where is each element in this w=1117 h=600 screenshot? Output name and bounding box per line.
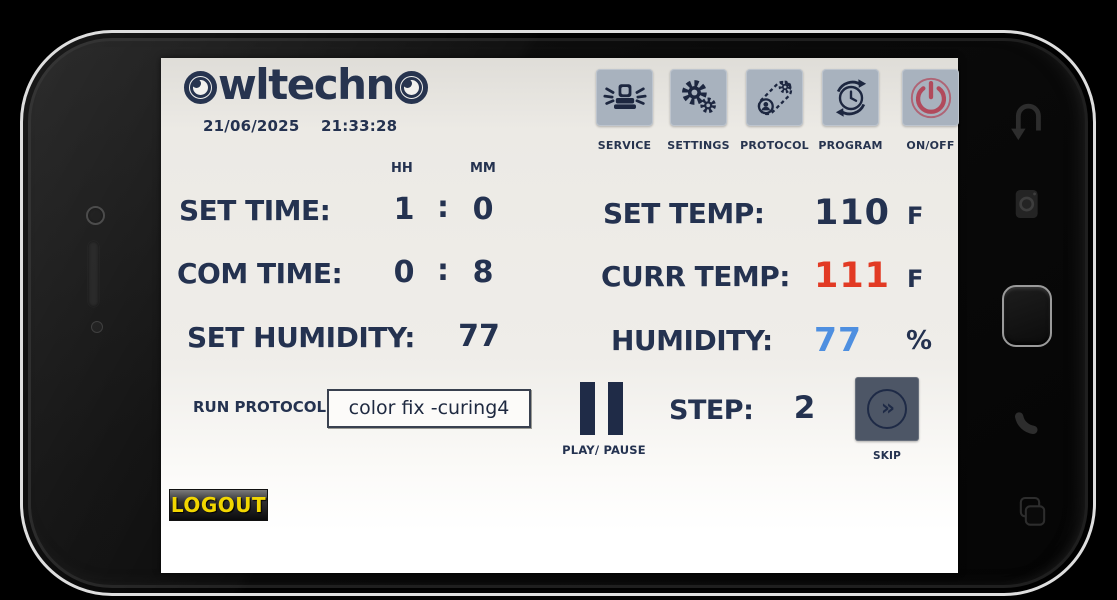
- onoff-button[interactable]: ON/OFF: [902, 69, 959, 152]
- mm-column-header: MM: [470, 161, 496, 176]
- owl-eye-icon: [394, 70, 428, 104]
- com-time-mm-value: 8: [472, 255, 494, 290]
- set-humidity-label: SET HUMIDITY:: [187, 321, 415, 354]
- front-camera: [86, 206, 105, 225]
- set-time-separator: :: [437, 190, 449, 225]
- program-clock-icon: [822, 69, 879, 126]
- service-label: SERVICE: [597, 139, 652, 152]
- program-button[interactable]: PROGRAM: [818, 69, 882, 152]
- time-text: 21:33:28: [321, 117, 398, 135]
- phone-frame: wltechn 21/06/2025 21:33:28: [20, 30, 1096, 596]
- skip-button[interactable]: »: [855, 377, 919, 441]
- curr-temp-label: CURR TEMP:: [601, 260, 790, 293]
- pause-bar-icon: [580, 382, 595, 435]
- set-time-hh-value[interactable]: 1: [393, 192, 415, 227]
- run-protocol-label: RUN PROTOCOL:: [193, 398, 333, 416]
- run-protocol-value: color fix -curing4: [348, 397, 510, 419]
- camera-icon: [1004, 183, 1052, 225]
- service-machine-icon: [596, 69, 653, 126]
- settings-button[interactable]: SETTINGS: [667, 69, 730, 152]
- gears-icon: [670, 69, 727, 126]
- skip-forward-icon: »: [867, 389, 907, 429]
- step-label: STEP:: [669, 395, 754, 426]
- step-value: 2: [793, 390, 816, 426]
- humidity-label: HUMIDITY:: [611, 324, 773, 357]
- set-humidity-value[interactable]: 77: [458, 319, 500, 354]
- humidity-value: 77: [814, 320, 862, 359]
- proximity-sensor: [91, 321, 103, 333]
- com-time-separator: :: [437, 253, 449, 288]
- brand-logo: wltechn: [183, 64, 429, 106]
- set-time-label: SET TIME:: [179, 194, 331, 227]
- recent-apps-icon: [1006, 493, 1054, 533]
- com-time-hh-value: 0: [393, 255, 415, 290]
- set-temp-unit: F: [907, 202, 924, 230]
- protocol-label: PROTOCOL: [740, 139, 809, 152]
- date-text: 21/06/2025: [203, 117, 300, 135]
- set-time-mm-value[interactable]: 0: [472, 192, 494, 227]
- play-pause-label: PLAY/ PAUSE: [562, 443, 646, 457]
- power-icon: [902, 69, 959, 126]
- earpiece-speaker: [88, 241, 99, 307]
- service-button[interactable]: SERVICE: [596, 69, 653, 152]
- play-pause-button[interactable]: [580, 382, 624, 435]
- run-protocol-field[interactable]: color fix -curing4: [327, 389, 531, 428]
- screen: wltechn 21/06/2025 21:33:28: [161, 58, 959, 573]
- protocol-button[interactable]: PROTOCOL: [740, 69, 809, 152]
- set-temp-value[interactable]: 110: [813, 193, 891, 233]
- logout-button[interactable]: LOGOUT: [169, 489, 268, 521]
- humidity-unit: %: [906, 326, 933, 356]
- skip-label: SKIP: [872, 450, 902, 462]
- com-time-label: COM TIME:: [177, 257, 343, 290]
- protocol-route-icon: [746, 69, 803, 126]
- curr-temp-unit: F: [907, 265, 924, 293]
- hh-column-header: HH: [391, 161, 413, 176]
- phone-icon: [1006, 399, 1054, 439]
- settings-label: SETTINGS: [667, 139, 730, 152]
- onoff-label: ON/OFF: [906, 139, 955, 152]
- owl-eye-icon: [184, 70, 217, 104]
- pause-bar-icon: [608, 382, 623, 435]
- back-icon: [1002, 95, 1050, 145]
- home-button: [1002, 285, 1052, 347]
- brand-logo-text: wltechn: [218, 60, 395, 109]
- program-label: PROGRAM: [818, 139, 883, 152]
- curr-temp-value: 111: [813, 256, 891, 296]
- set-temp-label: SET TEMP:: [603, 197, 765, 230]
